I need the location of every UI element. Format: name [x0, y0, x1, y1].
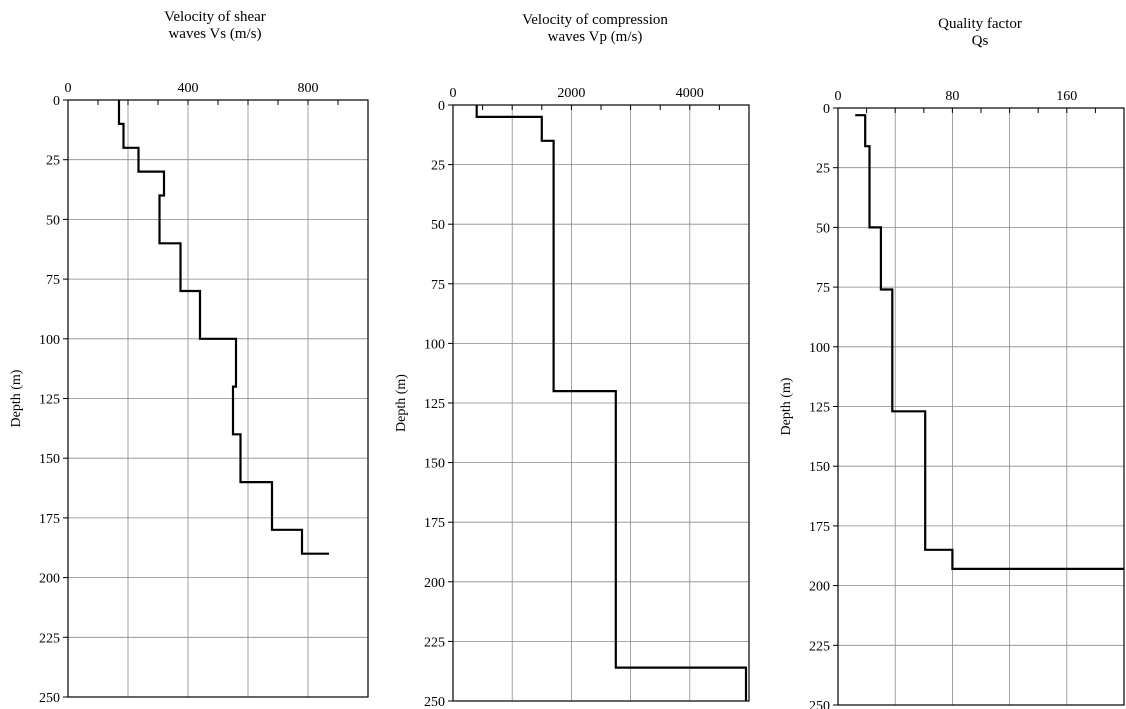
- chart-title: Velocity of shear waves Vs (m/s): [95, 9, 335, 43]
- y-tick-label: 250: [39, 691, 60, 706]
- chart-title-line: waves Vs (m/s): [168, 26, 262, 42]
- chart-title-line: Quality factor: [938, 16, 1022, 32]
- y-tick-label: 50: [46, 213, 60, 228]
- chart-title: Quality factor Qs: [880, 16, 1080, 50]
- x-tick-label: 4000: [676, 86, 704, 101]
- y-tick-label: 225: [39, 631, 60, 646]
- y-tick-label: 200: [39, 572, 60, 587]
- y-tick-label: 175: [39, 512, 60, 527]
- y-tick-label: 150: [39, 452, 60, 467]
- series-line: [117, 100, 329, 555]
- chart-title-line: waves Vp (m/s): [547, 29, 643, 45]
- chart-svg: 0 400 800 0 25 50 75 100 125 150 175 200 225 250 Depth…: [9, 81, 369, 706]
- chart-panel-vp: Velocity of compression waves Vp (m/s) 0…: [385, 0, 765, 709]
- y-tick-label: 125: [39, 393, 60, 408]
- y-tick-label: 175: [809, 520, 830, 535]
- chart-svg: 0 2000 4000 0 25 50 75 100 125 150 175 200 225 250 Dep…: [394, 86, 750, 709]
- x-tick-label: 800: [298, 81, 319, 96]
- y-tick-label: 25: [431, 159, 445, 174]
- y-tick-label: 175: [424, 516, 445, 531]
- x-tick-label: 0: [450, 86, 457, 101]
- chart-title: Velocity of compression waves Vp (m/s): [465, 12, 725, 46]
- series-line: [855, 114, 1124, 571]
- y-tick-label: 50: [816, 221, 830, 236]
- chart-svg: 0 80 160 0 25 50 75 100 125 150 175 200 225 250 Depth …: [779, 89, 1125, 709]
- y-tick-label: 250: [809, 699, 830, 709]
- chart-panel-vs: Velocity of shear waves Vs (m/s) 0 400 800…: [0, 0, 370, 709]
- x-tick-label: 0: [65, 81, 72, 96]
- y-tick-label: 75: [46, 273, 60, 288]
- y-axis-label: Depth (m): [394, 374, 409, 432]
- chart-title-line: Velocity of shear: [164, 9, 266, 25]
- chart-title-line: Velocity of compression: [522, 12, 668, 28]
- x-tick-label: 0: [835, 89, 842, 104]
- y-tick-label: 25: [46, 154, 60, 169]
- y-tick-label: 75: [816, 281, 830, 296]
- y-tick-label: 225: [809, 639, 830, 654]
- x-tick-label: 80: [945, 89, 959, 104]
- x-tick-label: 400: [178, 81, 199, 96]
- y-axis-label: Depth (m): [9, 369, 24, 427]
- series-line: [475, 105, 748, 701]
- y-tick-label: 200: [809, 580, 830, 595]
- y-tick-label: 0: [823, 102, 830, 117]
- y-tick-label: 250: [424, 695, 445, 709]
- y-tick-label: 150: [424, 457, 445, 472]
- y-tick-label: 125: [809, 401, 830, 416]
- y-tick-label: 150: [809, 460, 830, 475]
- y-tick-label: 125: [424, 397, 445, 412]
- y-tick-label: 25: [816, 162, 830, 177]
- y-tick-label: 100: [39, 333, 60, 348]
- y-tick-label: 50: [431, 218, 445, 233]
- y-tick-label: 0: [438, 99, 445, 114]
- y-axis-label: Depth (m): [779, 377, 794, 435]
- chart-title-line: Qs: [971, 33, 989, 49]
- y-tick-label: 225: [424, 635, 445, 650]
- chart-panel-qs: Quality factor Qs 0 80 160 0 25 50 75 100 125 150…: [770, 0, 1126, 709]
- y-tick-label: 200: [424, 576, 445, 591]
- y-tick-label: 100: [809, 341, 830, 356]
- x-tick-label: 160: [1056, 89, 1077, 104]
- y-tick-label: 0: [53, 94, 60, 109]
- y-tick-label: 100: [424, 337, 445, 352]
- y-tick-label: 75: [431, 278, 445, 293]
- x-tick-label: 2000: [557, 86, 585, 101]
